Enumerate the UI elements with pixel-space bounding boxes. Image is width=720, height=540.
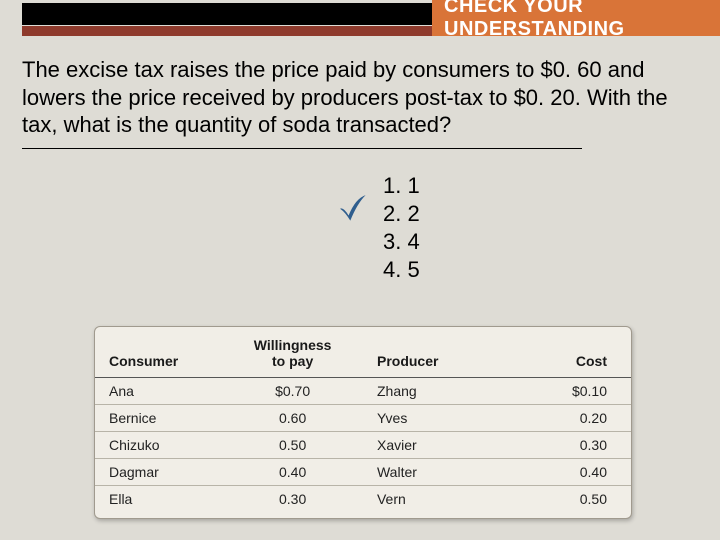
cell-cost: $0.10 xyxy=(524,378,631,405)
question-text: The excise tax raises the price paid by … xyxy=(22,56,682,139)
cell-cost: 0.40 xyxy=(524,459,631,486)
cell-consumer: Dagmar xyxy=(95,459,218,486)
red-bar xyxy=(22,26,432,36)
cell-wtp: 0.60 xyxy=(218,405,363,432)
header-banner: CHECK YOUR UNDERSTANDING xyxy=(432,0,720,36)
question-underline xyxy=(22,148,582,149)
cell-consumer: Chizuko xyxy=(95,432,218,459)
answer-num: 3. xyxy=(383,229,401,254)
answer-option: 1. 1 xyxy=(383,172,420,200)
cell-consumer: Ana xyxy=(95,378,218,405)
cell-consumer: Bernice xyxy=(95,405,218,432)
cell-cost: 0.20 xyxy=(524,405,631,432)
cell-producer: Zhang xyxy=(363,378,524,405)
cell-wtp: 0.30 xyxy=(218,486,363,513)
answer-option: 4. 5 xyxy=(383,256,420,284)
answer-val: 1 xyxy=(407,173,419,198)
cell-consumer: Ella xyxy=(95,486,218,513)
th-wtp-line1: Willingness xyxy=(254,337,332,353)
answer-val: 2 xyxy=(407,201,419,226)
top-black-bar xyxy=(22,3,432,25)
answer-val: 4 xyxy=(407,229,419,254)
th-producer: Producer xyxy=(363,331,524,378)
cell-wtp: $0.70 xyxy=(218,378,363,405)
answers-list: 1. 1 2. 2 3. 4 4. 5 xyxy=(383,172,420,285)
data-table-container: Consumer Willingness to pay Producer Cos… xyxy=(94,326,632,519)
th-consumer: Consumer xyxy=(95,331,218,378)
cell-producer: Vern xyxy=(363,486,524,513)
cell-producer: Yves xyxy=(363,405,524,432)
cell-producer: Xavier xyxy=(363,432,524,459)
header-title: CHECK YOUR UNDERSTANDING xyxy=(444,0,720,41)
th-wtp: Willingness to pay xyxy=(218,331,363,378)
th-cost: Cost xyxy=(524,331,631,378)
answers-block: 1. 1 2. 2 3. 4 4. 5 xyxy=(335,172,420,285)
answer-num: 2. xyxy=(383,201,401,226)
table-row: Chizuko 0.50 Xavier 0.30 xyxy=(95,432,631,459)
cell-wtp: 0.50 xyxy=(218,432,363,459)
table-row: Ana $0.70 Zhang $0.10 xyxy=(95,378,631,405)
cell-wtp: 0.40 xyxy=(218,459,363,486)
answer-option: 3. 4 xyxy=(383,228,420,256)
table-header-row: Consumer Willingness to pay Producer Cos… xyxy=(95,331,631,378)
cell-cost: 0.30 xyxy=(524,432,631,459)
answer-val: 5 xyxy=(407,257,419,282)
th-wtp-line2: to pay xyxy=(272,353,313,369)
table-row: Bernice 0.60 Yves 0.20 xyxy=(95,405,631,432)
cell-cost: 0.50 xyxy=(524,486,631,513)
answer-option: 2. 2 xyxy=(383,200,420,228)
cell-producer: Walter xyxy=(363,459,524,486)
table-row: Ella 0.30 Vern 0.50 xyxy=(95,486,631,513)
answer-num: 4. xyxy=(383,257,401,282)
data-table: Consumer Willingness to pay Producer Cos… xyxy=(95,331,631,512)
checkmark-icon xyxy=(335,190,369,224)
table-row: Dagmar 0.40 Walter 0.40 xyxy=(95,459,631,486)
answer-num: 1. xyxy=(383,173,401,198)
table-body: Ana $0.70 Zhang $0.10 Bernice 0.60 Yves … xyxy=(95,378,631,513)
